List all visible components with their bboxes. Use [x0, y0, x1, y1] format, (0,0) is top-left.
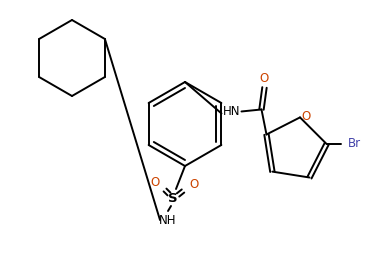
Text: Br: Br	[348, 137, 361, 150]
Text: O: O	[189, 179, 199, 192]
Text: O: O	[260, 72, 269, 85]
Text: O: O	[301, 110, 310, 123]
Text: S: S	[168, 192, 178, 204]
Text: O: O	[150, 177, 160, 189]
Text: NH: NH	[159, 214, 177, 227]
Text: HN: HN	[223, 105, 240, 118]
